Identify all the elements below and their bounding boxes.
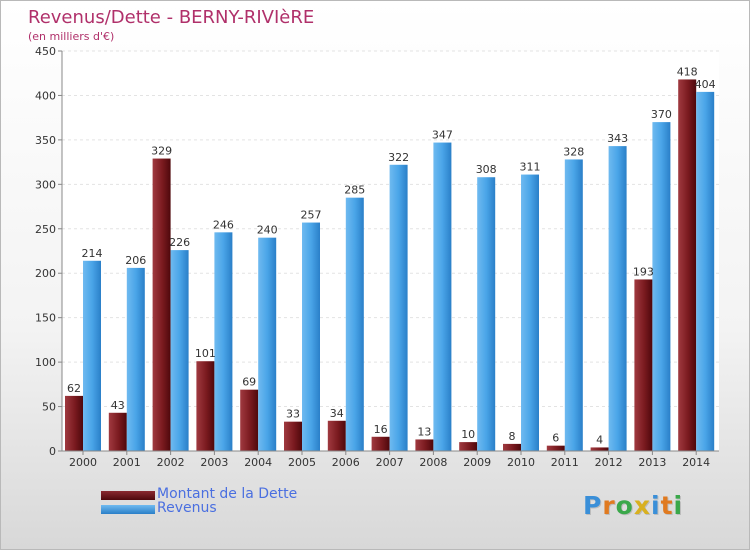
x-tick-label: 2012 — [595, 456, 623, 469]
bar-revenue-2001 — [126, 267, 145, 451]
data-label-revenue-2014: 404 — [695, 78, 716, 91]
x-tick-label: 2014 — [682, 456, 710, 469]
legend-label-debt: Montant de la Dette — [157, 486, 298, 502]
y-tick-label: 0 — [49, 445, 56, 458]
bar-revenue-2014 — [696, 91, 715, 451]
bar-debt-2005 — [284, 421, 302, 451]
x-tick-label: 2009 — [463, 456, 491, 469]
data-label-debt-2014: 418 — [677, 65, 698, 78]
y-tick-label: 450 — [35, 45, 56, 58]
bar-revenue-2007 — [389, 164, 408, 451]
x-tick-label: 2005 — [288, 456, 316, 469]
data-label-revenue-2003: 246 — [213, 218, 234, 231]
data-label-debt-2002: 329 — [151, 145, 172, 158]
bar-revenue-2000 — [83, 260, 101, 451]
x-tick-label: 2001 — [113, 456, 141, 469]
bar-debt-2002 — [152, 158, 171, 452]
bar-revenue-2002 — [170, 250, 189, 451]
bar-debt-2013 — [634, 279, 653, 451]
bar-debt-2000 — [65, 395, 83, 451]
x-tick-label: 2011 — [551, 456, 579, 469]
bar-debt-2003 — [196, 361, 215, 451]
x-tick-label: 2006 — [332, 456, 360, 469]
bar-debt-2006 — [327, 420, 346, 451]
data-label-debt-2007: 16 — [374, 423, 388, 436]
data-label-debt-2001: 43 — [111, 399, 125, 412]
bar-revenue-2005 — [302, 222, 320, 451]
x-tick-label: 2013 — [638, 456, 666, 469]
data-label-revenue-2000: 214 — [82, 247, 103, 260]
y-tick-label: 200 — [35, 267, 56, 280]
bar-debt-2011 — [546, 445, 565, 451]
data-label-debt-2006: 34 — [330, 407, 344, 420]
x-tick-label: 2004 — [244, 456, 272, 469]
data-label-debt-2005: 33 — [286, 408, 300, 421]
data-label-revenue-2011: 328 — [563, 145, 584, 158]
bar-revenue-2012 — [608, 146, 627, 451]
data-label-debt-2012: 4 — [596, 433, 603, 446]
x-tick-label: 2008 — [419, 456, 447, 469]
data-label-revenue-2006: 285 — [344, 184, 365, 197]
bar-debt-2007 — [371, 436, 390, 451]
data-label-revenue-2007: 322 — [388, 151, 409, 164]
bar-revenue-2004 — [258, 237, 277, 451]
proxiti-logo: Proxiti — [583, 491, 684, 520]
data-label-debt-2009: 10 — [461, 428, 475, 441]
data-label-debt-2010: 8 — [509, 430, 516, 443]
y-tick-label: 50 — [42, 401, 56, 414]
data-label-debt-2013: 193 — [633, 265, 654, 278]
data-label-revenue-2008: 347 — [432, 129, 453, 142]
bar-debt-2004 — [240, 389, 259, 451]
data-label-revenue-2010: 311 — [520, 161, 541, 174]
bar-revenue-2010 — [521, 174, 539, 452]
data-label-revenue-2012: 343 — [607, 132, 628, 145]
data-label-revenue-2001: 206 — [125, 254, 146, 267]
legend-swatch-debt — [101, 491, 155, 500]
x-tick-label: 2010 — [507, 456, 535, 469]
data-label-revenue-2004: 240 — [257, 224, 278, 237]
bar-revenue-2011 — [564, 159, 583, 451]
bar-debt-2001 — [108, 412, 127, 451]
legend-swatch-revenue — [101, 505, 155, 514]
bar-revenue-2009 — [477, 177, 496, 451]
bar-revenue-2013 — [652, 122, 671, 451]
data-label-debt-2004: 69 — [242, 376, 256, 389]
y-tick-label: 100 — [35, 356, 56, 369]
x-tick-label: 2007 — [376, 456, 404, 469]
data-label-debt-2000: 62 — [67, 382, 81, 395]
bar-revenue-2003 — [214, 232, 233, 451]
bar-debt-2008 — [415, 439, 434, 451]
chart-subtitle: (en milliers d'€) — [28, 30, 115, 43]
data-label-revenue-2002: 226 — [169, 236, 190, 249]
bar-debt-2012 — [590, 447, 609, 451]
x-tick-label: 2003 — [200, 456, 228, 469]
bar-debt-2010 — [503, 443, 521, 451]
legend-label-revenue: Revenus — [157, 500, 217, 516]
bar-debt-2009 — [459, 442, 478, 451]
y-tick-label: 300 — [35, 178, 56, 191]
y-tick-label: 150 — [35, 312, 56, 325]
data-label-revenue-2005: 257 — [301, 209, 322, 222]
data-label-debt-2008: 13 — [417, 425, 431, 438]
data-label-debt-2003: 101 — [195, 347, 216, 360]
chart-title: Revenus/Dette - BERNY-RIVIèRE — [28, 7, 315, 28]
bar-revenue-2008 — [433, 142, 452, 452]
bar-debt-2014 — [678, 79, 697, 451]
y-tick-label: 350 — [35, 134, 56, 147]
bar-revenue-2006 — [345, 197, 364, 451]
data-label-revenue-2013: 370 — [651, 108, 672, 121]
x-tick-label: 2002 — [157, 456, 185, 469]
x-tick-label: 2000 — [69, 456, 97, 469]
y-tick-label: 250 — [35, 223, 56, 236]
data-label-revenue-2009: 308 — [476, 163, 497, 176]
data-label-debt-2011: 6 — [552, 432, 559, 445]
y-tick-label: 400 — [35, 89, 56, 102]
